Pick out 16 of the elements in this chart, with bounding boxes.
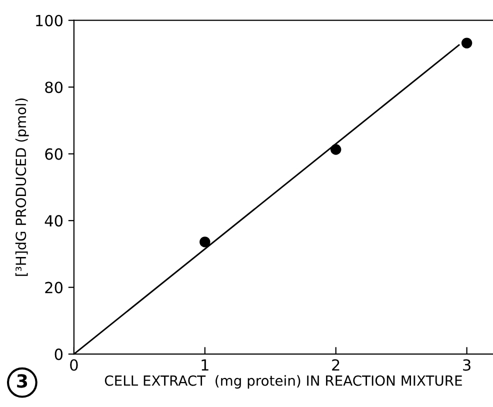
x-tick-label: 2	[332, 359, 340, 371]
y-tick-label: 40	[44, 215, 63, 227]
point	[330, 144, 342, 155]
x-axis-title: CELL EXTRACT (mg protein) IN REACTION MIXTURE	[104, 375, 462, 389]
y-tick-label: 0	[54, 348, 63, 360]
y-tick-label: 80	[45, 82, 63, 94]
y-tick-label: 100	[36, 14, 63, 26]
point	[461, 38, 472, 48]
point	[200, 236, 210, 248]
y-tick-label: 20	[45, 282, 63, 294]
x-tick-label: 3	[463, 359, 470, 371]
x-tick-label: 0	[70, 359, 78, 371]
text: 3	[17, 374, 28, 388]
x-tick-label: 1	[202, 359, 208, 371]
y-tick-label: 60	[45, 148, 63, 160]
y-axis-title: [³H]dG PRODUCED (pmol)	[15, 98, 29, 276]
